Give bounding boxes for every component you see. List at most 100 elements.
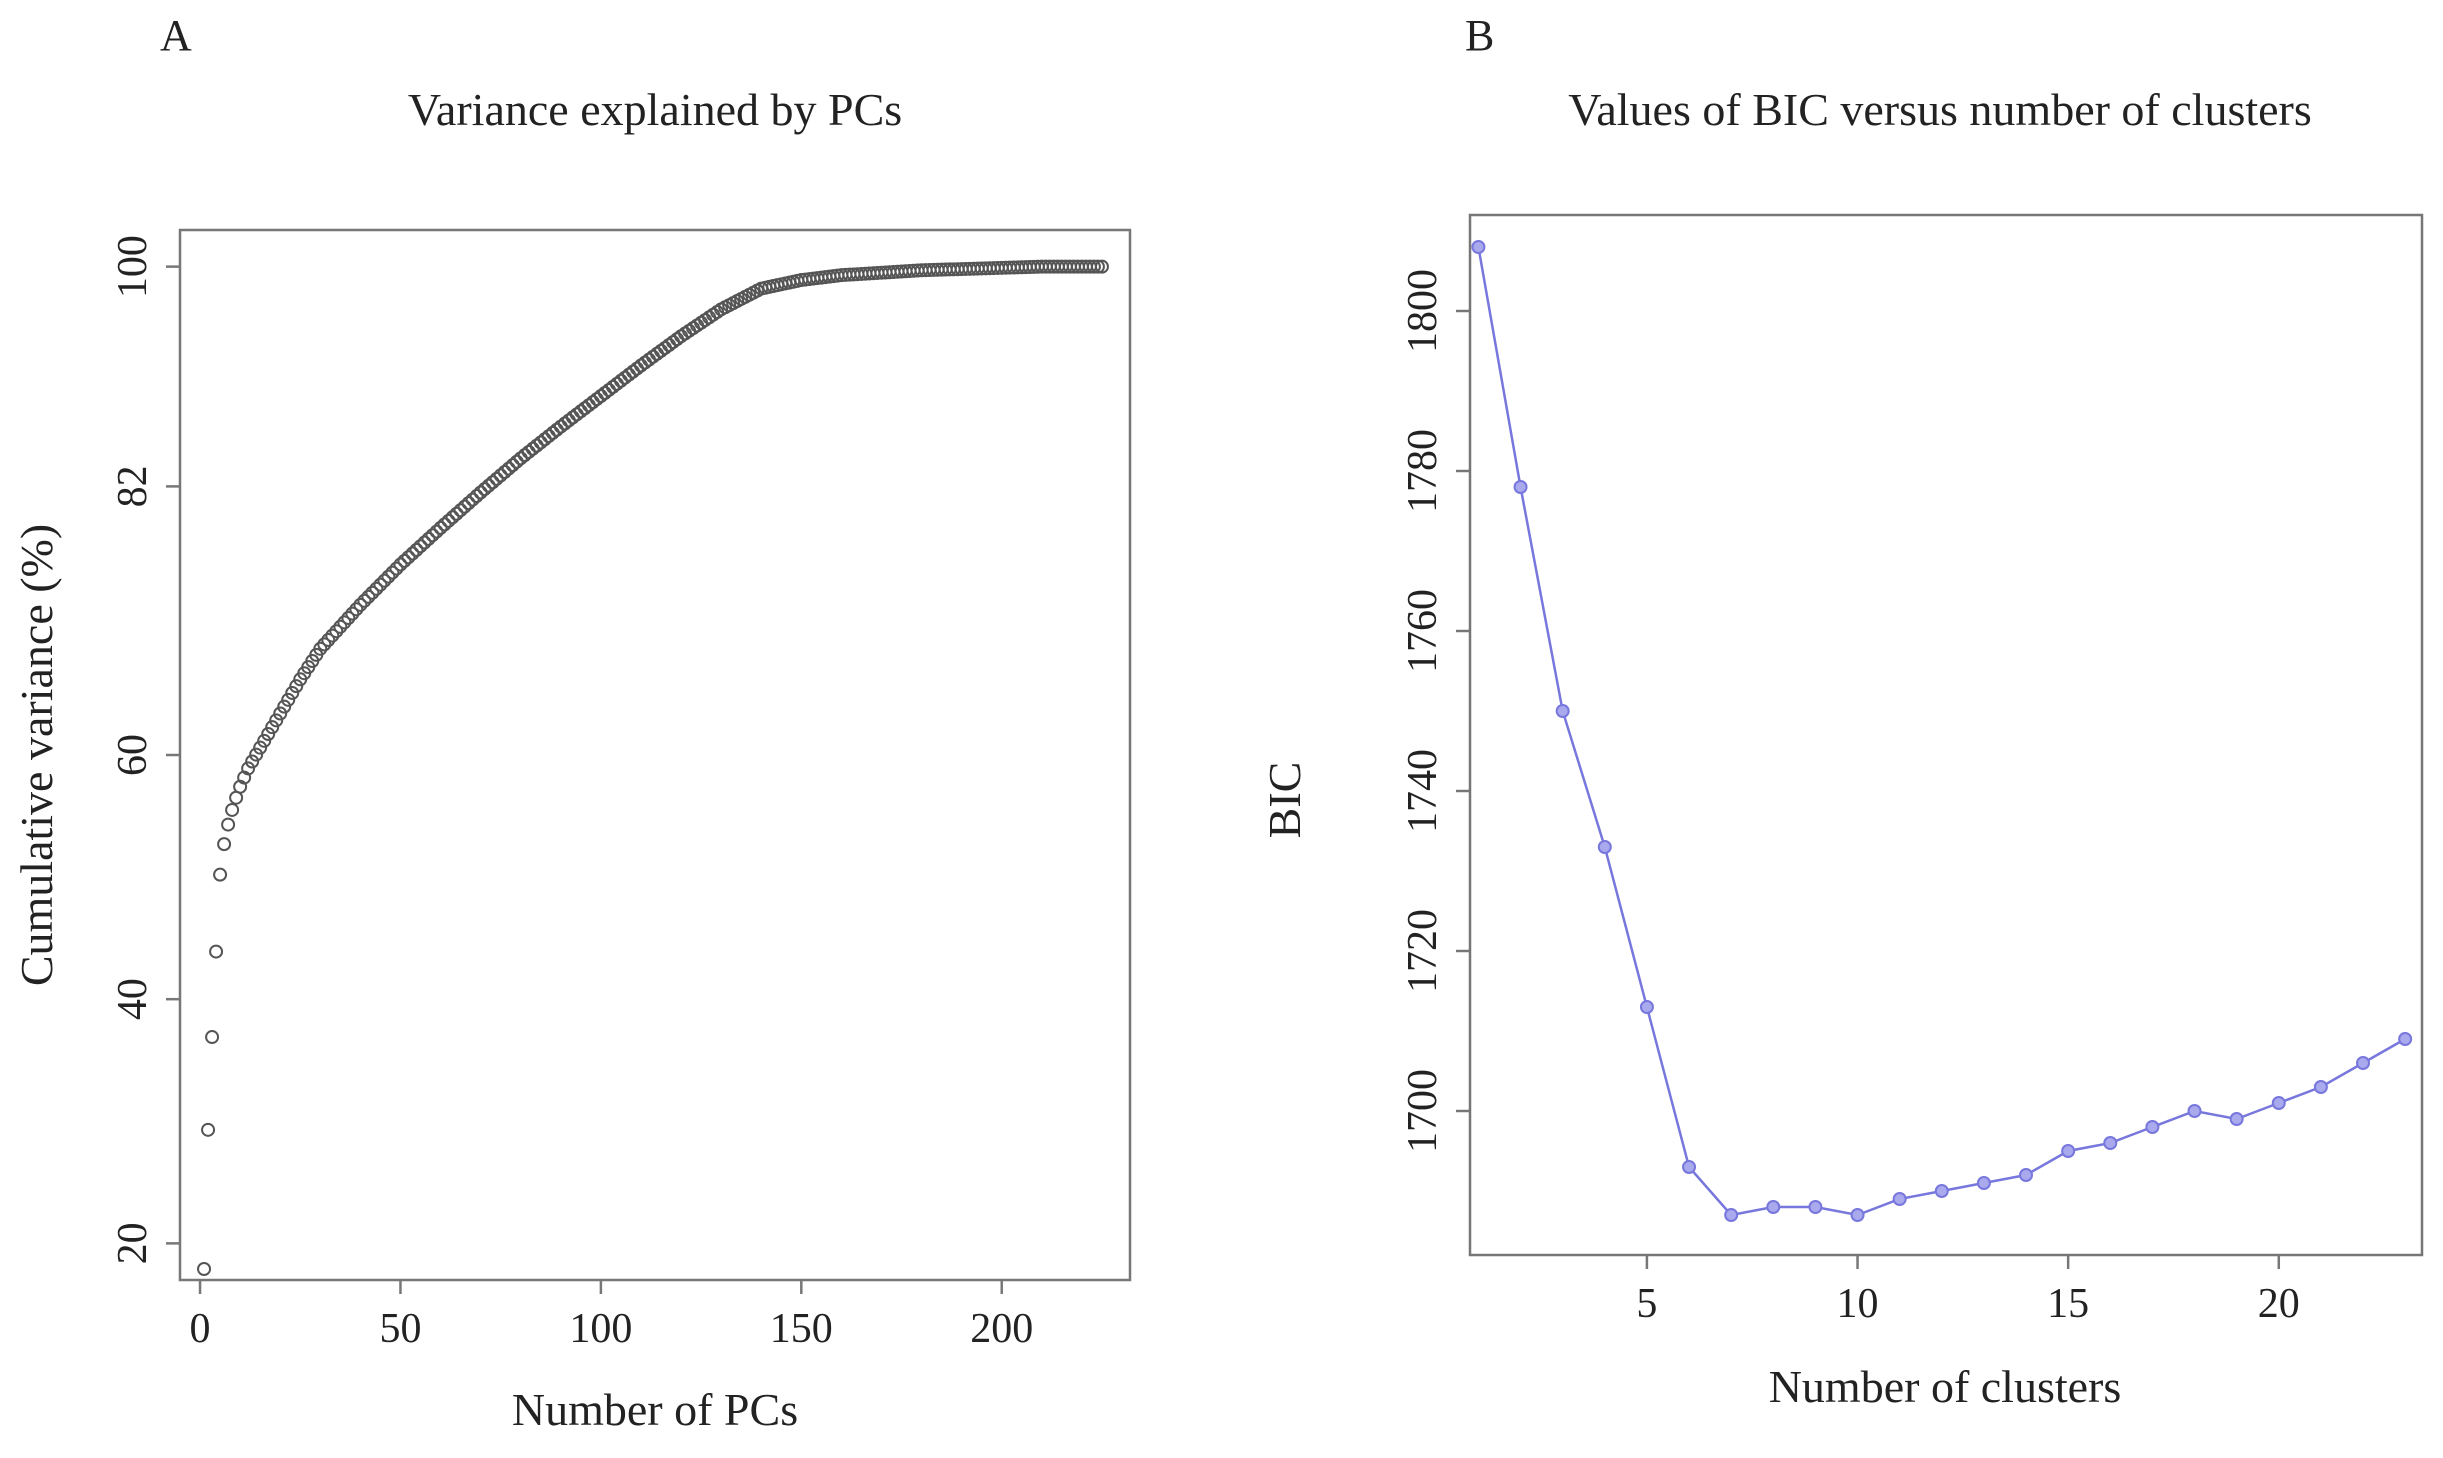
data-point	[449, 506, 464, 521]
data-point	[369, 581, 384, 596]
x-tick-label: 5	[1636, 1281, 1657, 1327]
data-point	[353, 597, 368, 612]
data-point	[245, 754, 260, 769]
data-point	[2019, 1168, 2034, 1182]
x-tick-label: 0	[190, 1306, 211, 1352]
x-tick-label: 50	[379, 1306, 421, 1352]
data-point	[381, 569, 396, 584]
data-point	[453, 503, 468, 518]
data-point	[1471, 240, 1486, 254]
data-point	[441, 513, 456, 528]
data-point	[493, 468, 508, 483]
data-point	[221, 817, 236, 832]
y-tick-label: 1720	[1400, 909, 1446, 993]
y-tick-label: 40	[110, 978, 156, 1020]
data-point	[313, 641, 328, 656]
panel-b-y-axis: 1700 1720 1740 1760 1780 1800	[1400, 269, 1470, 1153]
data-point	[477, 482, 492, 497]
data-point	[2187, 1104, 2202, 1118]
y-tick-label: 1740	[1400, 749, 1446, 833]
data-point	[1808, 1200, 1823, 1214]
data-point	[337, 615, 352, 630]
panel-b-label: B	[1465, 11, 1494, 60]
data-point	[2103, 1136, 2118, 1150]
data-point	[241, 761, 256, 776]
data-point	[1555, 704, 1570, 718]
data-point	[461, 496, 476, 511]
data-point	[389, 561, 404, 576]
data-point	[265, 720, 280, 735]
panel-b-x-axis-label: Number of clusters	[1769, 1361, 2122, 1412]
data-point	[385, 565, 400, 580]
data-point	[1639, 1000, 1654, 1014]
data-point	[257, 733, 272, 748]
data-point	[253, 740, 268, 755]
data-point	[2313, 1080, 2328, 1094]
panel-a-y-axis: 20 40 60 82 100	[110, 235, 180, 1264]
data-point	[501, 461, 516, 476]
data-point	[445, 510, 460, 525]
data-point	[413, 539, 428, 554]
data-point	[261, 727, 276, 741]
data-point	[417, 535, 432, 550]
panel-a-points	[197, 259, 1109, 1277]
data-point	[1597, 840, 1612, 854]
panel-b-points	[1471, 240, 2413, 1222]
x-tick-label: 100	[569, 1306, 632, 1352]
y-tick-label: 60	[110, 734, 156, 776]
data-point	[277, 699, 292, 714]
data-point	[2145, 1120, 2160, 1134]
data-point	[1892, 1192, 1907, 1206]
data-point	[197, 1262, 212, 1277]
panel-b-plot-frame	[1468, 213, 2424, 1257]
panel-b-title: Values of BIC versus number of clusters	[1568, 84, 2312, 135]
data-point	[393, 557, 408, 572]
data-point	[469, 489, 484, 504]
data-point	[1682, 1160, 1697, 1174]
x-tick-label: 10	[1837, 1281, 1879, 1327]
data-point	[1766, 1200, 1781, 1214]
y-tick-label: 100	[110, 235, 156, 298]
data-point	[325, 628, 340, 643]
data-point	[485, 475, 500, 490]
panel-a-y-axis-label: Cumulative variance (%)	[11, 524, 62, 986]
data-point	[481, 478, 496, 493]
data-point	[401, 550, 416, 565]
panel-b-x-axis: 5 10 15 20	[1636, 1255, 2300, 1327]
y-tick-label: 82	[110, 465, 156, 507]
panel-b-y-axis-label: BIC	[1259, 762, 1310, 839]
data-point	[1094, 259, 1109, 274]
data-point	[425, 528, 440, 543]
data-point	[249, 747, 264, 762]
data-point	[357, 593, 372, 608]
data-point	[1976, 1176, 1991, 1190]
panel-a-x-axis: 0 50 100 150 200	[190, 1280, 1033, 1352]
data-point	[201, 1122, 216, 1137]
data-point	[333, 619, 348, 634]
data-point	[457, 499, 472, 514]
panel-a-plot-frame	[178, 228, 1132, 1282]
panel-a-label: A	[160, 11, 192, 60]
data-point	[1086, 259, 1101, 274]
panel-b: B Values of BIC versus number of cluster…	[1259, 11, 2424, 1412]
data-point	[345, 606, 360, 621]
data-point	[473, 485, 488, 500]
data-point	[437, 517, 452, 532]
data-point	[349, 602, 364, 617]
data-point	[317, 637, 332, 652]
data-point	[1724, 1208, 1739, 1222]
data-point	[505, 458, 520, 473]
y-tick-label: 1800	[1400, 269, 1446, 353]
data-point	[289, 679, 304, 694]
data-point	[397, 553, 412, 568]
data-point	[2356, 1056, 2371, 1070]
data-point	[329, 624, 344, 639]
data-point	[365, 585, 380, 600]
data-point	[269, 713, 284, 728]
y-tick-label: 1760	[1400, 589, 1446, 673]
y-tick-label: 1780	[1400, 429, 1446, 513]
data-point	[209, 944, 224, 959]
data-point	[465, 492, 480, 507]
panel-b-series-line	[1477, 246, 2406, 1217]
